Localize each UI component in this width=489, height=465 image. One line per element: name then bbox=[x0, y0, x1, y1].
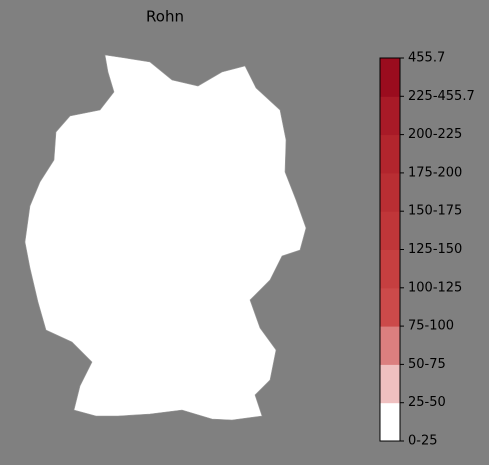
colorbar-label: 100-125 bbox=[408, 280, 462, 295]
colorbar-label: 75-100 bbox=[408, 319, 454, 334]
colorbar-label: 150-175 bbox=[408, 204, 462, 219]
colorbar-label: 455.7 bbox=[408, 51, 445, 66]
colorbar-frame bbox=[379, 57, 401, 442]
germany-outline bbox=[24, 54, 307, 421]
colorbar-label: 225-455.7 bbox=[408, 89, 475, 104]
colorbar-label: 200-225 bbox=[408, 127, 462, 142]
colorbar-label: 50-75 bbox=[408, 357, 446, 372]
colorbar-segment bbox=[380, 96, 400, 136]
map-title: Rohn bbox=[146, 8, 184, 26]
colorbar-segment bbox=[380, 364, 400, 404]
colorbar-segment bbox=[380, 58, 400, 97]
colorbar-segment bbox=[380, 249, 400, 289]
colorbar: 0-25 25-50 50-75 75-100 100-125 125-150 150-17… bbox=[380, 51, 475, 449]
colorbar-label: 0-25 bbox=[408, 434, 438, 449]
colorbar-segment bbox=[380, 134, 400, 174]
colorbar-segment bbox=[380, 402, 400, 442]
colorbar-segment bbox=[380, 172, 400, 212]
colorbar-segment bbox=[380, 326, 400, 365]
colorbar-segment bbox=[380, 287, 400, 327]
colorbar-label: 25-50 bbox=[408, 395, 446, 410]
colorbar-segment bbox=[380, 211, 400, 250]
colorbar-label: 125-150 bbox=[408, 242, 462, 257]
colorbar-label: 175-200 bbox=[408, 165, 462, 180]
